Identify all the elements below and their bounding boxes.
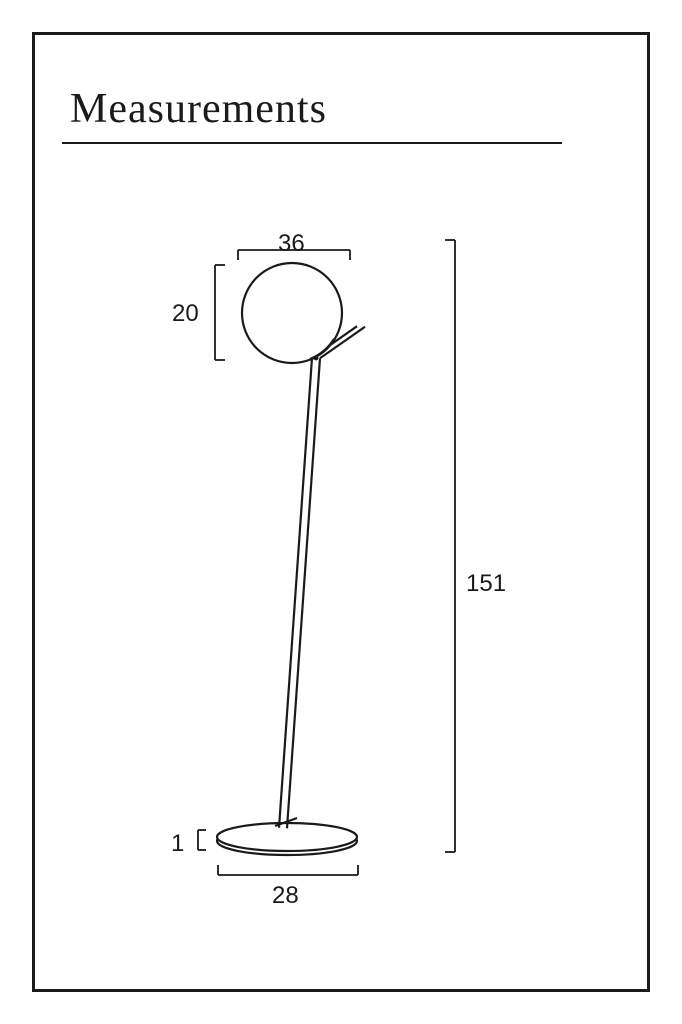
lamp-diagram (0, 0, 682, 1024)
